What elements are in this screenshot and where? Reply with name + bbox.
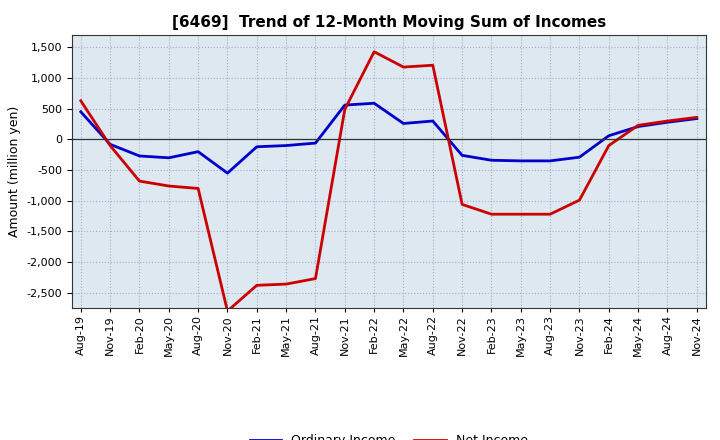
Y-axis label: Amount (million yen): Amount (million yen) (8, 106, 21, 237)
Ordinary Income (135, 153, 144, 158)
Net Income (605, 143, 613, 148)
Ordinary Income (311, 140, 320, 146)
Net Income (370, 49, 379, 55)
Net Income (428, 62, 437, 68)
Net Income (458, 202, 467, 207)
Net Income (575, 198, 584, 203)
Title: [6469]  Trend of 12-Month Moving Sum of Incomes: [6469] Trend of 12-Month Moving Sum of I… (171, 15, 606, 30)
Net Income (76, 98, 85, 103)
Ordinary Income (370, 101, 379, 106)
Net Income (399, 64, 408, 70)
Ordinary Income (693, 116, 701, 121)
Ordinary Income (663, 120, 672, 125)
Ordinary Income (575, 154, 584, 160)
Net Income (693, 115, 701, 120)
Ordinary Income (106, 142, 114, 147)
Line: Net Income: Net Income (81, 52, 697, 311)
Net Income (546, 212, 554, 217)
Net Income (311, 276, 320, 281)
Net Income (253, 282, 261, 288)
Ordinary Income (76, 109, 85, 114)
Ordinary Income (605, 133, 613, 138)
Net Income (164, 183, 173, 189)
Ordinary Income (634, 124, 642, 129)
Ordinary Income (516, 158, 525, 164)
Ordinary Income (164, 155, 173, 161)
Ordinary Income (223, 170, 232, 176)
Ordinary Income (428, 118, 437, 124)
Ordinary Income (458, 153, 467, 158)
Net Income (341, 107, 349, 112)
Ordinary Income (487, 158, 496, 163)
Net Income (135, 179, 144, 184)
Line: Ordinary Income: Ordinary Income (81, 103, 697, 173)
Ordinary Income (546, 158, 554, 164)
Ordinary Income (194, 149, 202, 154)
Legend: Ordinary Income, Net Income: Ordinary Income, Net Income (245, 429, 533, 440)
Ordinary Income (282, 143, 290, 148)
Ordinary Income (399, 121, 408, 126)
Net Income (487, 212, 496, 217)
Net Income (634, 123, 642, 128)
Net Income (223, 308, 232, 314)
Net Income (516, 212, 525, 217)
Net Income (194, 186, 202, 191)
Ordinary Income (253, 144, 261, 150)
Net Income (106, 143, 114, 148)
Net Income (282, 282, 290, 287)
Ordinary Income (341, 103, 349, 108)
Net Income (663, 118, 672, 124)
